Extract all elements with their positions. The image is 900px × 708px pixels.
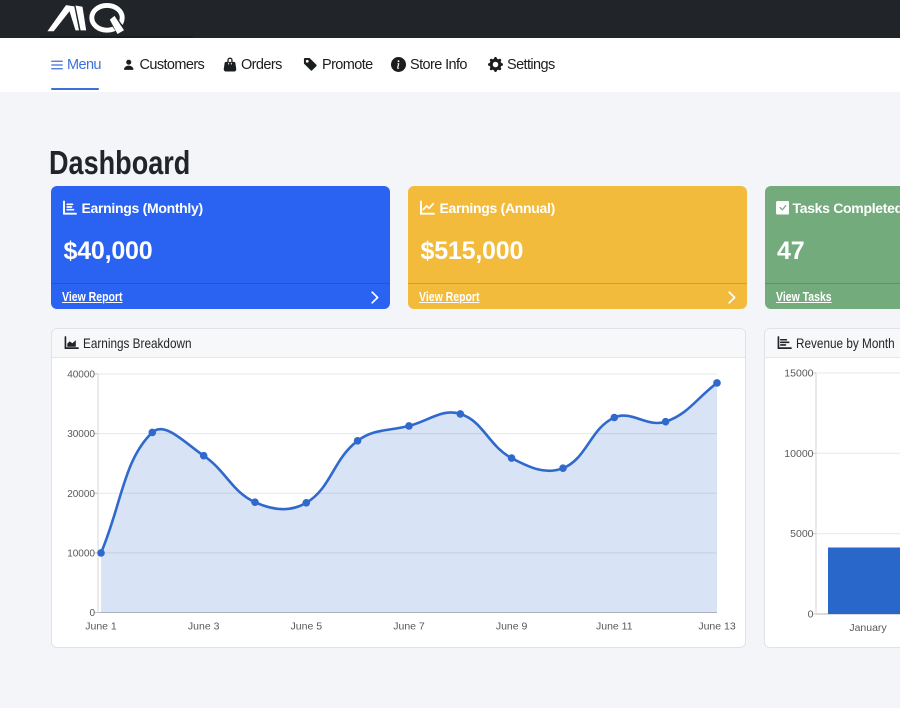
svg-text:0: 0 [808,609,814,621]
svg-text:June 5: June 5 [291,621,323,633]
svg-text:June 7: June 7 [393,621,425,633]
svg-text:5000: 5000 [790,528,814,540]
svg-text:0: 0 [89,608,95,619]
svg-text:10000: 10000 [67,548,95,559]
svg-text:30000: 30000 [67,429,95,440]
svg-text:June 3: June 3 [188,621,220,633]
svg-text:June 1: June 1 [85,621,117,633]
svg-text:40000: 40000 [67,370,95,381]
svg-text:June 11: June 11 [596,621,633,633]
svg-text:January: January [849,622,887,634]
svg-text:June 9: June 9 [496,621,528,633]
svg-text:15000: 15000 [784,368,813,380]
svg-text:June 13: June 13 [698,621,736,633]
svg-text:10000: 10000 [784,448,813,460]
svg-text:20000: 20000 [67,489,95,500]
